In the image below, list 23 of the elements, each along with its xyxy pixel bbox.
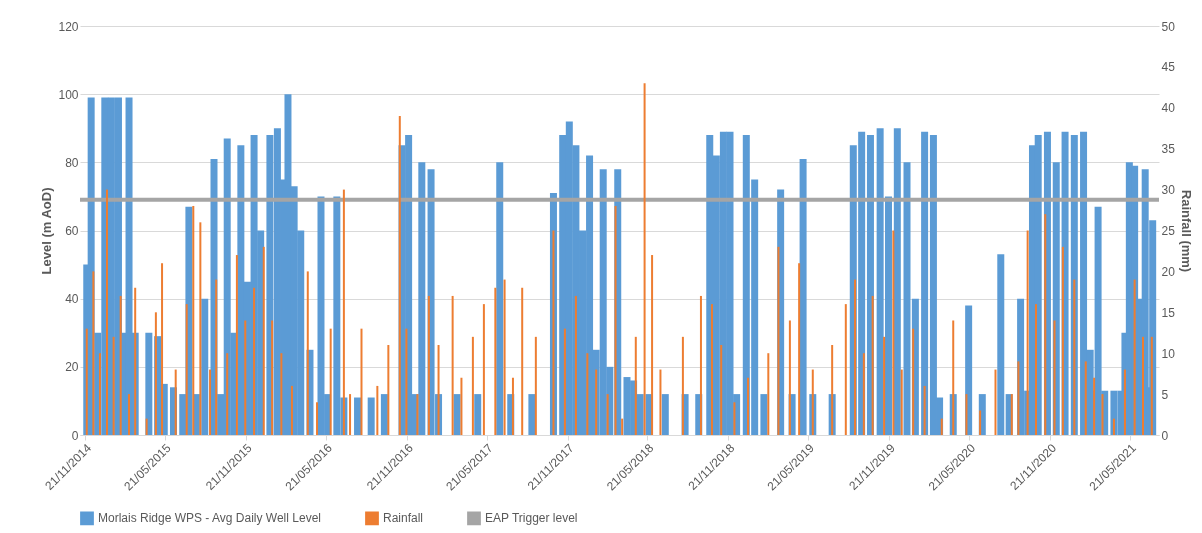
y2-tick-label: 25 bbox=[1161, 224, 1176, 238]
y2-tick-label: 5 bbox=[1161, 387, 1169, 402]
y-tick-label: 60 bbox=[65, 224, 79, 238]
y2-tick-label: 0 bbox=[1161, 428, 1169, 443]
y2-tick-label: 40 bbox=[1161, 101, 1176, 116]
legend-label: Rainfall bbox=[383, 511, 424, 526]
y-tick-label: 20 bbox=[65, 360, 79, 375]
y2-tick-label: 45 bbox=[1161, 60, 1176, 75]
y-tick-label: 40 bbox=[65, 292, 79, 307]
y-axis-title: Level (m AoD) bbox=[39, 187, 55, 275]
legend-label: Morlais Ridge WPS - Avg Daily Well Level bbox=[98, 511, 321, 526]
y2-tick-label: 50 bbox=[1161, 19, 1176, 34]
y2-axis-title: Rainfall (mm) bbox=[1178, 189, 1194, 273]
y-tick-label: 100 bbox=[58, 87, 79, 102]
y2-tick-label: 20 bbox=[1161, 264, 1176, 279]
y-tick-label: 120 bbox=[58, 19, 79, 34]
legend-label: EAP Trigger level bbox=[485, 511, 578, 526]
y2-tick-label: 35 bbox=[1161, 142, 1176, 157]
y-tick-label: 80 bbox=[65, 155, 79, 170]
y2-tick-label: 30 bbox=[1161, 183, 1176, 198]
y2-tick-label: 10 bbox=[1161, 346, 1176, 361]
y-tick-label: 0 bbox=[71, 428, 79, 443]
y2-tick-label: 15 bbox=[1161, 305, 1176, 320]
